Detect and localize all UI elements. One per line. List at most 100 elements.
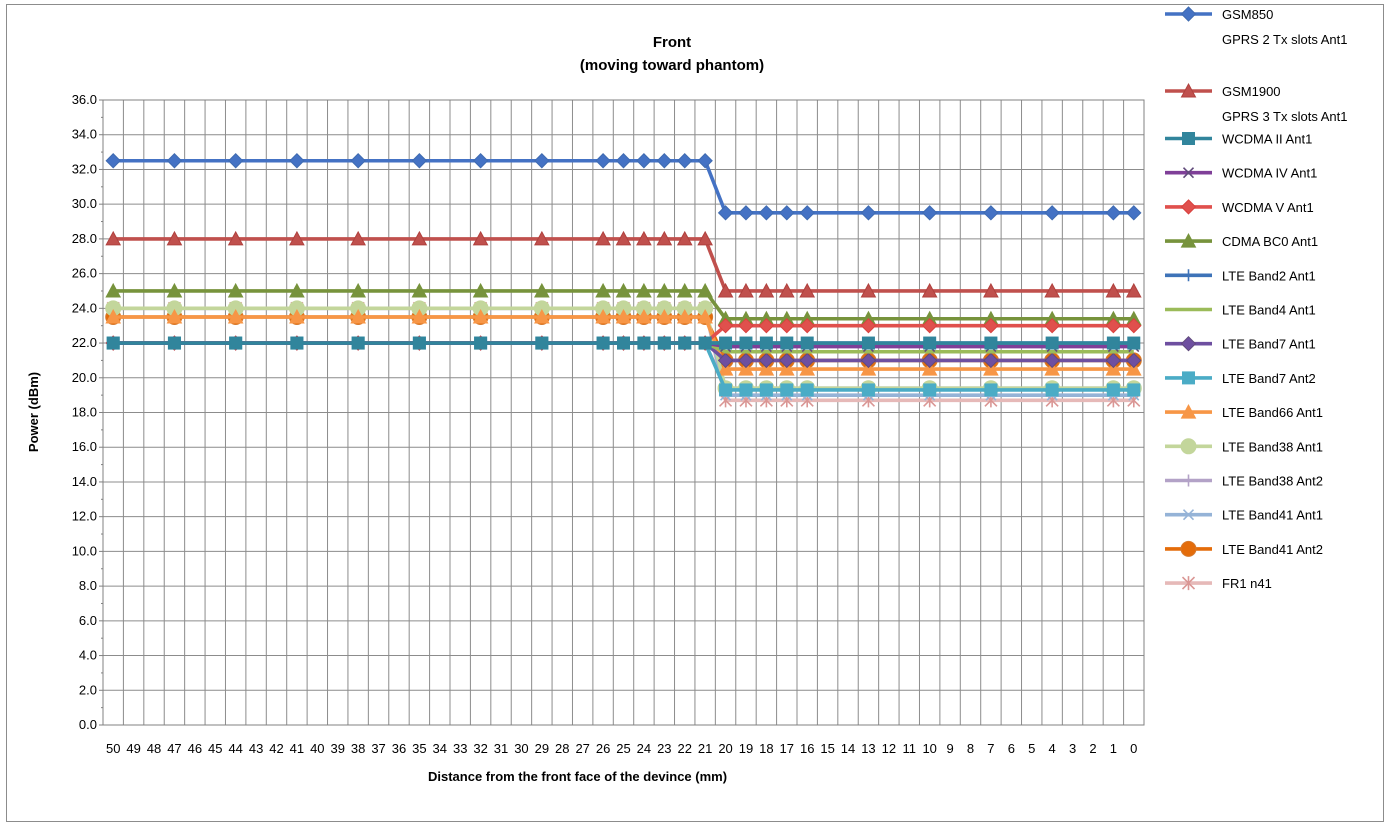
data-marker <box>983 352 999 369</box>
x-tick-label: 32 <box>473 741 487 756</box>
y-tick-label: 8.0 <box>79 578 97 593</box>
legend-item: GSM850 GPRS 2 Tx slots Ant1 <box>1165 6 1347 47</box>
x-axis: 50 49 48 47 46 45 44 43 42 41 40 39 38 37 36 35 34 33 32 31… <box>106 741 1137 756</box>
data-marker <box>636 230 652 246</box>
y-tick-label: 26.0 <box>72 266 97 281</box>
data-marker <box>860 317 877 334</box>
data-marker <box>759 383 773 397</box>
data-marker <box>656 153 673 169</box>
legend-label: LTE Band7 Ant2 <box>1222 371 1316 386</box>
legend-label-line2: GPRS 2 Tx slots Ant1 <box>1222 32 1347 47</box>
data-marker <box>778 282 795 298</box>
x-tick-label: 41 <box>290 741 304 756</box>
legend-label: LTE Band2 Ant1 <box>1222 268 1316 283</box>
x-tick-label: 19 <box>739 741 753 756</box>
data-marker <box>472 153 489 169</box>
data-marker <box>535 336 549 350</box>
x-tick-label: 26 <box>596 741 610 756</box>
data-marker <box>861 383 875 397</box>
legend-label: WCDMA II Ant1 <box>1222 132 1312 147</box>
data-marker <box>472 230 489 246</box>
data-marker <box>1127 336 1141 350</box>
legend-item: CDMA BC0 Ant1 <box>1165 233 1318 249</box>
gridlines <box>102 99 1145 726</box>
data-marker <box>412 336 426 350</box>
data-marker <box>759 336 773 350</box>
x-tick-label: 21 <box>698 741 712 756</box>
data-marker <box>289 308 305 324</box>
data-marker <box>351 336 365 350</box>
data-marker <box>1127 383 1141 397</box>
data-marker <box>350 308 366 324</box>
data-marker <box>1044 205 1060 221</box>
data-marker <box>1106 336 1120 350</box>
data-marker <box>676 308 693 324</box>
x-tick-label: 16 <box>800 741 814 756</box>
data-marker <box>780 383 794 397</box>
data-marker <box>227 230 244 246</box>
data-marker <box>738 205 754 221</box>
x-tick-label: 18 <box>759 741 773 756</box>
data-marker <box>534 153 550 169</box>
legend-label: LTE Band4 Ant1 <box>1222 303 1316 318</box>
data-marker <box>105 282 122 298</box>
data-marker <box>657 336 671 350</box>
data-marker <box>595 230 611 246</box>
x-tick-label: 30 <box>514 741 528 756</box>
y-axis-title: Power (dBm) <box>26 372 41 452</box>
data-marker <box>779 205 795 221</box>
data-marker <box>1125 361 1142 376</box>
data-marker <box>799 352 815 369</box>
data-marker <box>166 230 183 246</box>
series-lte-band66-ant1 <box>105 308 1142 376</box>
data-marker <box>860 352 877 369</box>
data-marker <box>799 282 816 298</box>
legend: GSM850 GPRS 2 Tx slots Ant1 GSM1900 GPRS 3 … <box>1165 6 1347 591</box>
legend-label: WCDMA IV Ant1 <box>1222 166 1317 181</box>
data-marker <box>1126 352 1142 369</box>
x-tick-label: 9 <box>946 741 953 756</box>
data-marker <box>105 308 122 324</box>
legend-item: WCDMA II Ant1 <box>1165 132 1312 147</box>
x-tick-label: 27 <box>575 741 589 756</box>
series-wcdma-ii-ant1 <box>106 336 1141 350</box>
y-tick-label: 32.0 <box>72 161 97 176</box>
data-marker <box>636 282 652 298</box>
data-marker <box>717 205 734 221</box>
x-tick-label: 46 <box>188 741 202 756</box>
data-marker <box>615 308 632 324</box>
y-tick-label: 36.0 <box>72 92 97 107</box>
data-marker <box>595 282 611 298</box>
data-marker <box>472 282 489 298</box>
legend-label: GSM850 <box>1222 7 1273 22</box>
data-marker <box>227 282 244 298</box>
x-tick-label: 6 <box>1008 741 1015 756</box>
data-marker <box>921 317 938 334</box>
data-marker <box>779 317 795 334</box>
data-marker <box>860 361 877 376</box>
x-tick-label: 48 <box>147 741 161 756</box>
data-marker <box>758 205 775 221</box>
data-marker <box>860 282 877 298</box>
data-marker <box>697 308 713 324</box>
data-marker <box>1180 82 1197 98</box>
y-tick-label: 34.0 <box>72 127 97 142</box>
data-marker <box>227 308 244 324</box>
data-marker <box>738 317 754 334</box>
legend-item: LTE Band4 Ant1 <box>1165 303 1316 318</box>
data-marker <box>739 336 753 350</box>
data-marker <box>350 153 366 169</box>
data-marker <box>1044 352 1060 369</box>
y-tick-label: 14.0 <box>72 474 97 489</box>
data-marker <box>698 336 712 350</box>
x-tick-label: 0 <box>1130 741 1137 756</box>
x-tick-label: 35 <box>412 741 426 756</box>
data-marker <box>1182 269 1195 282</box>
y-tick-label: 4.0 <box>79 648 97 663</box>
x-tick-label: 20 <box>718 741 732 756</box>
data-marker <box>738 352 754 369</box>
data-marker <box>1181 576 1196 591</box>
data-marker <box>595 308 611 324</box>
x-tick-label: 34 <box>433 741 447 756</box>
